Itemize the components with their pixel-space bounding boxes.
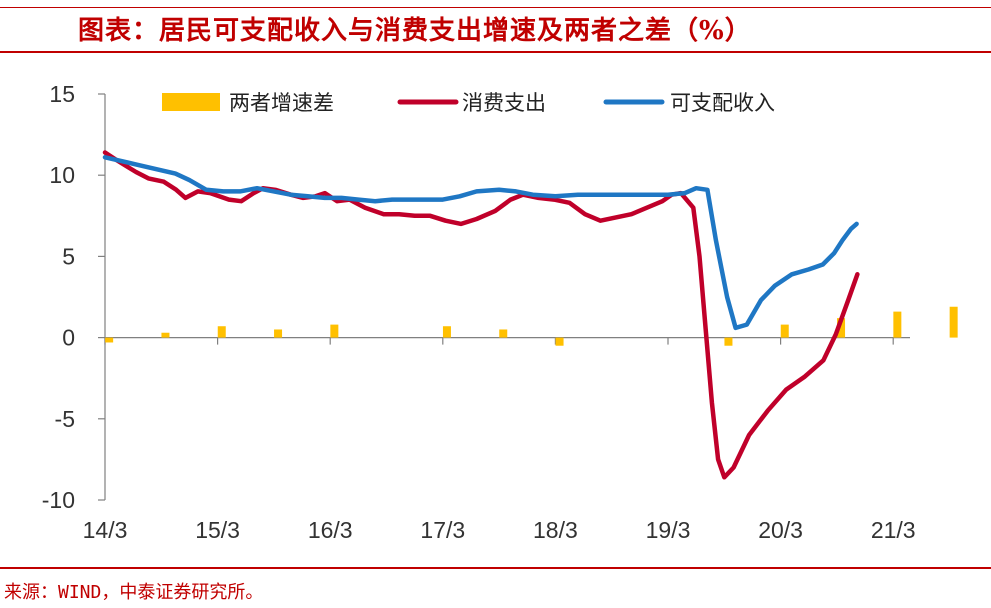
x-tick-label: 15/3 [195, 517, 240, 543]
x-tick-label: 17/3 [420, 517, 465, 543]
bar-mark [780, 324, 789, 338]
title-top-rule [0, 7, 991, 8]
y-tick-label: 10 [49, 162, 75, 188]
x-tick-label: 14/3 [83, 517, 128, 543]
bar-mark [330, 324, 339, 338]
source-note: 来源：WIND，中泰证券研究所。 [4, 582, 264, 603]
legend-label: 消费支出 [462, 91, 546, 115]
bar-mark [893, 311, 902, 338]
bar-mark [442, 326, 451, 338]
bar-mark [499, 329, 508, 338]
x-tick-label: 18/3 [533, 517, 578, 543]
chart-title-bar: 图表：居民可支配收入与消费支出增速及两者之差（%） [0, 0, 991, 53]
y-tick-label: -10 [42, 487, 75, 513]
line-income [102, 155, 859, 331]
bar-mark [161, 332, 170, 338]
bar-mark [274, 329, 283, 338]
legend-label: 可支配收入 [670, 91, 775, 115]
legend-swatch-bar [162, 93, 220, 111]
footer-rule [0, 567, 991, 569]
bar-mark [105, 337, 114, 343]
chart-title: 图表：居民可支配收入与消费支出增速及两者之差（%） [78, 16, 752, 46]
y-tick-label: -5 [55, 406, 75, 432]
y-tick-label: 5 [62, 243, 75, 269]
x-tick-label: 19/3 [646, 517, 691, 543]
legend-label: 两者增速差 [229, 91, 334, 115]
line-consumption [102, 150, 860, 480]
x-tick-label: 20/3 [758, 517, 803, 543]
y-tick-label: 15 [49, 81, 75, 107]
x-tick-label: 16/3 [308, 517, 353, 543]
chart-plot: 15 10 5 0 -5 -10 14/3 15/3 16/3 17/3 18/3 19/3 20/3 2… [42, 81, 958, 543]
bar-mark [555, 337, 564, 346]
bar-mark [837, 318, 846, 338]
bar-mark [949, 306, 958, 338]
y-tick-label: 0 [62, 325, 75, 351]
bar-mark [217, 326, 226, 338]
x-tick-label: 21/3 [871, 517, 916, 543]
bar-mark [724, 337, 733, 346]
title-underline [0, 51, 991, 53]
